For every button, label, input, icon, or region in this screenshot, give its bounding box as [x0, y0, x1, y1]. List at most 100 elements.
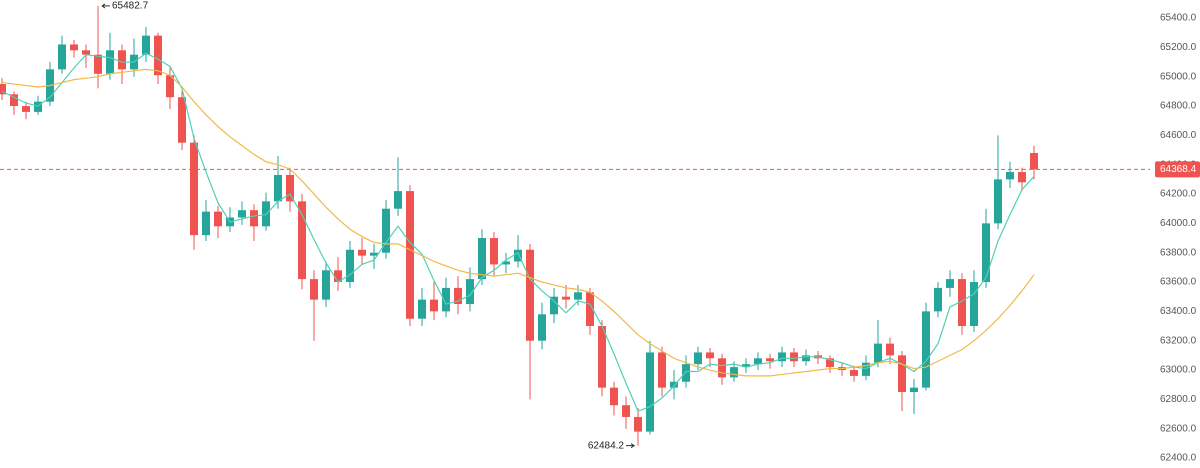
- candle-body: [0, 84, 6, 95]
- y-tick-label: 62400.0: [1160, 453, 1197, 464]
- candle-body: [994, 179, 1002, 224]
- candle-body: [778, 352, 786, 362]
- candle-body: [58, 44, 66, 70]
- candle-body: [490, 238, 498, 265]
- candle-body: [466, 279, 474, 305]
- y-tick-label: 62600.0: [1160, 423, 1197, 434]
- candle-body: [742, 364, 750, 368]
- candle-body: [850, 370, 858, 376]
- candle-body: [550, 296, 558, 315]
- candle-body: [22, 106, 30, 112]
- candle-body: [274, 174, 282, 202]
- candle-body: [790, 352, 798, 362]
- candle-body: [922, 311, 930, 388]
- candle-body: [658, 352, 666, 388]
- candle-body: [574, 292, 582, 300]
- candle-body: [730, 367, 738, 378]
- candle-body: [430, 299, 438, 312]
- price-label-bg: [1155, 161, 1200, 178]
- candle-body: [766, 358, 774, 362]
- candle-body: [562, 296, 570, 300]
- candle-body: [322, 270, 330, 300]
- candle-body: [238, 210, 246, 218]
- candle-body: [202, 211, 210, 236]
- y-tick-label: 63800.0: [1160, 247, 1197, 258]
- candle-body: [718, 358, 726, 378]
- y-tick-label: 63200.0: [1160, 335, 1197, 346]
- y-tick-label: 65000.0: [1160, 71, 1197, 82]
- candle-body: [334, 270, 342, 283]
- candle-body: [382, 208, 390, 253]
- moving-average: [1, 68, 1035, 377]
- y-tick-label: 65200.0: [1160, 42, 1197, 53]
- candle-body: [646, 352, 654, 432]
- candle-body: [610, 387, 618, 406]
- candle-body: [1006, 172, 1014, 180]
- low-annotation: 62484.2: [588, 440, 625, 451]
- candle-body: [670, 381, 678, 388]
- candle-body: [1018, 172, 1026, 183]
- y-tick-label: 64200.0: [1160, 189, 1197, 200]
- candle-body: [886, 343, 894, 356]
- candle-body: [406, 191, 414, 319]
- y-tick-label: 64000.0: [1160, 218, 1197, 229]
- candle-body: [910, 387, 918, 393]
- candle-body: [106, 50, 114, 74]
- candle-body: [982, 223, 990, 283]
- price-label: 64368.4: [1160, 164, 1197, 175]
- candle-body: [706, 352, 714, 359]
- candle-body: [418, 299, 426, 319]
- candle-body: [802, 355, 810, 362]
- candle-body: [370, 252, 378, 256]
- low-arrow: [626, 443, 636, 449]
- candle-body: [898, 355, 906, 393]
- candle-body: [946, 279, 954, 288]
- high-arrow: [101, 3, 110, 9]
- candle-body: [214, 211, 222, 227]
- candle-body: [754, 358, 762, 365]
- candle-body: [970, 282, 978, 327]
- high-annotation: 65482.7: [112, 1, 149, 12]
- candle-body: [394, 191, 402, 209]
- candle-body: [958, 279, 966, 327]
- candle-body: [298, 201, 306, 280]
- candle-body: [346, 249, 354, 283]
- candle-body: [286, 174, 294, 202]
- candle-body: [538, 314, 546, 341]
- candle-body: [34, 101, 42, 112]
- candle-body: [142, 35, 150, 55]
- candle-body: [358, 249, 366, 256]
- y-tick-label: 65400.0: [1160, 13, 1197, 24]
- candle-body: [250, 210, 258, 227]
- candle-body: [502, 261, 510, 265]
- candle-body: [70, 44, 78, 51]
- candle-body: [82, 50, 90, 55]
- moving-average: [1, 52, 1035, 412]
- candle-body: [622, 405, 630, 417]
- candle-body: [178, 97, 186, 143]
- candle-body: [634, 416, 642, 432]
- candle-body: [826, 358, 834, 368]
- candle-body: [682, 364, 690, 382]
- y-tick-label: 64600.0: [1160, 130, 1197, 141]
- candle-body: [310, 279, 318, 300]
- candle-body: [1030, 152, 1038, 170]
- candle-body: [118, 50, 126, 70]
- y-tick-label: 62800.0: [1160, 394, 1197, 405]
- candle-body: [586, 292, 594, 327]
- candle-body: [166, 75, 174, 98]
- candle-body: [598, 326, 606, 388]
- candle-body: [862, 362, 870, 376]
- candle-body: [190, 142, 198, 236]
- candle-body: [10, 94, 18, 107]
- y-tick-label: 63000.0: [1160, 365, 1197, 376]
- candle-body: [934, 287, 942, 312]
- y-tick-label: 64800.0: [1160, 101, 1197, 112]
- candle-body: [874, 343, 882, 363]
- candle-body: [442, 287, 450, 312]
- y-tick-label: 63600.0: [1160, 277, 1197, 288]
- candle-body: [454, 287, 462, 305]
- candle-body: [514, 249, 522, 262]
